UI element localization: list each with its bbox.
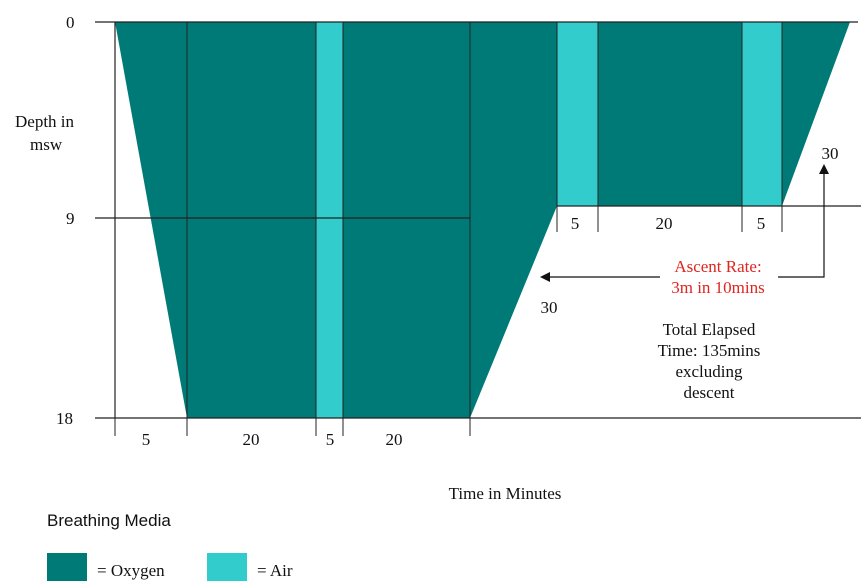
- ascent-rate-label-line2: 3m in 10mins: [671, 278, 765, 297]
- profile-shapes: [115, 22, 850, 418]
- segment-dividers: [114, 22, 783, 436]
- legend-air-swatch: [207, 553, 247, 581]
- ascent-rate-callout: Ascent Rate: 3m in 10mins: [540, 164, 829, 297]
- ascent-arrow-right-path: [778, 172, 825, 278]
- bottom-oxygen-segment-1: [187, 22, 316, 418]
- shallow-air-segment-2: [742, 22, 782, 206]
- legend: Breathing Media = Oxygen = Air: [47, 511, 293, 581]
- bottom-oxygen-segment-2: [343, 22, 470, 418]
- ascent-deep-oxygen-segment: [470, 22, 557, 418]
- elapsed-line3: excluding: [675, 362, 743, 381]
- y-tick-label-9: 9: [66, 209, 75, 228]
- ascent-rate-label-line1: Ascent Rate:: [674, 257, 761, 276]
- ascent-shallow-duration-label: 30: [822, 144, 839, 163]
- x-axis-label: Time in Minutes: [449, 484, 562, 503]
- y-axis-label-line1: Depth in: [15, 112, 75, 131]
- bottom-duration-label: 5: [142, 430, 151, 449]
- shallow-duration-label: 5: [757, 214, 766, 233]
- y-tick-label-18: 18: [56, 409, 73, 428]
- descent-oxygen-segment: [115, 22, 187, 418]
- legend-title: Breathing Media: [47, 511, 171, 530]
- elapsed-line1: Total Elapsed: [663, 320, 756, 339]
- shallow-duration-label: 20: [656, 214, 673, 233]
- elapsed-line4: descent: [684, 383, 735, 402]
- legend-oxygen-label: = Oxygen: [97, 561, 165, 580]
- shallow-oxygen-segment: [598, 22, 742, 206]
- y-tick-label-0: 0: [66, 13, 75, 32]
- y-axis-label-line2: msw: [30, 135, 63, 154]
- bottom-duration-label: 20: [243, 430, 260, 449]
- legend-oxygen-swatch: [47, 553, 87, 581]
- axis-lines: [95, 21, 861, 419]
- shallow-duration-label: 5: [571, 214, 580, 233]
- elapsed-time-note: Total Elapsed Time: 135mins excluding de…: [658, 320, 761, 402]
- ascent-deep-duration-label: 30: [541, 298, 558, 317]
- bottom-air-segment: [316, 22, 343, 418]
- ascent-shallow-oxygen-segment: [782, 22, 850, 206]
- elapsed-line2: Time: 135mins: [658, 341, 761, 360]
- shallow-air-segment-1: [557, 22, 598, 206]
- bottom-duration-label: 5: [326, 430, 335, 449]
- legend-air-label: = Air: [257, 561, 293, 580]
- bottom-duration-label: 20: [386, 430, 403, 449]
- ascent-arrow-left-head: [540, 272, 550, 282]
- ascent-arrow-up-head: [819, 164, 829, 174]
